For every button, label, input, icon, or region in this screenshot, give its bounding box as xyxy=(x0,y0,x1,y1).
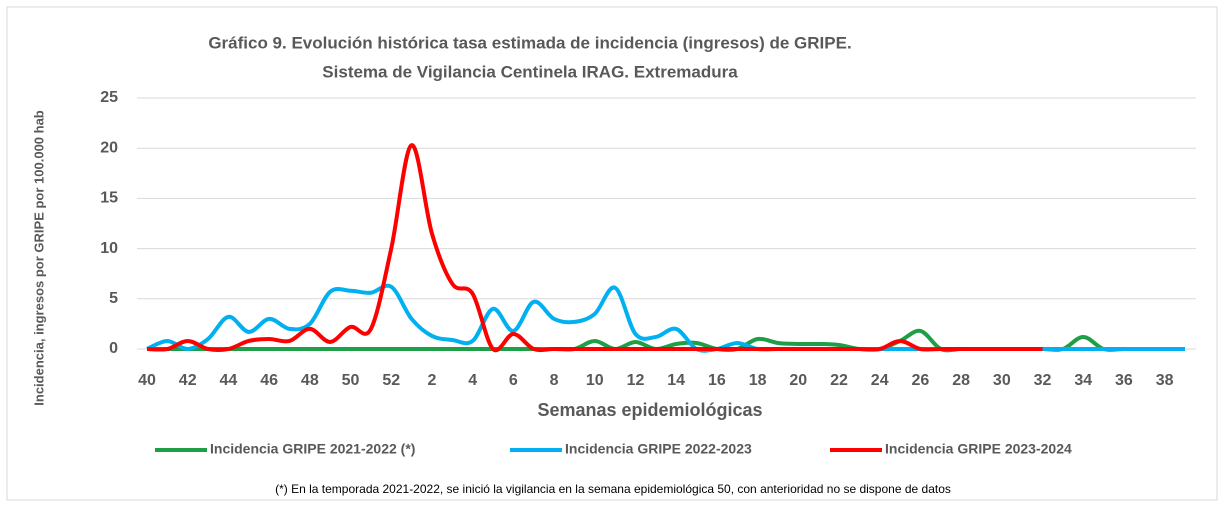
x-axis-title: Semanas epidemiológicas xyxy=(537,400,762,420)
chart-title: Gráfico 9. Evolución histórica tasa esti… xyxy=(208,33,851,52)
x-tick-label: 22 xyxy=(830,372,848,389)
x-tick-label: 42 xyxy=(179,372,197,389)
x-tick-label: 32 xyxy=(1034,372,1052,389)
x-tick-label: 6 xyxy=(509,372,518,389)
y-tick-label: 10 xyxy=(100,240,118,257)
x-tick-label: 28 xyxy=(952,372,970,389)
x-tick-label: 14 xyxy=(667,372,685,389)
x-tick-label: 40 xyxy=(138,372,156,389)
x-tick-label: 36 xyxy=(1115,372,1133,389)
x-tick-label: 48 xyxy=(301,372,319,389)
x-tick-label: 16 xyxy=(708,372,726,389)
x-tick-label: 20 xyxy=(789,372,807,389)
chart-subtitle: Sistema de Vigilancia Centinela IRAG. Ex… xyxy=(322,62,738,81)
legend-label: Incidencia GRIPE 2022-2023 xyxy=(565,441,752,457)
chart-frame xyxy=(6,6,1218,501)
x-tick-label: 38 xyxy=(1156,372,1174,389)
y-tick-label: 20 xyxy=(100,139,118,156)
x-tick-label: 44 xyxy=(220,372,238,389)
x-tick-label: 52 xyxy=(382,372,400,389)
x-tick-label: 8 xyxy=(550,372,559,389)
y-axis-title: Incidencia, ingresos por GRIPE por 100.0… xyxy=(31,110,46,406)
y-tick-label: 5 xyxy=(109,290,118,307)
x-tick-label: 24 xyxy=(871,372,889,389)
x-tick-label: 2 xyxy=(427,372,436,389)
y-tick-label: 15 xyxy=(100,190,118,207)
series-line xyxy=(146,143,1043,353)
x-tick-label: 34 xyxy=(1074,372,1092,389)
y-tick-label: 25 xyxy=(100,89,118,106)
x-tick-label: 50 xyxy=(342,372,360,389)
x-tick-label: 4 xyxy=(468,372,477,389)
y-tick-label: 0 xyxy=(109,340,118,357)
x-tick-label: 10 xyxy=(586,372,604,389)
x-tick-label: 46 xyxy=(260,372,278,389)
x-tick-label: 30 xyxy=(993,372,1011,389)
x-tick-label: 12 xyxy=(627,372,645,389)
legend-label: Incidencia GRIPE 2023-2024 xyxy=(885,441,1072,457)
x-tick-label: 18 xyxy=(749,372,767,389)
x-tick-label: 26 xyxy=(912,372,930,389)
footnote: (*) En la temporada 2021-2022, se inició… xyxy=(275,482,951,496)
legend-label: Incidencia GRIPE 2021-2022 (*) xyxy=(210,441,415,457)
